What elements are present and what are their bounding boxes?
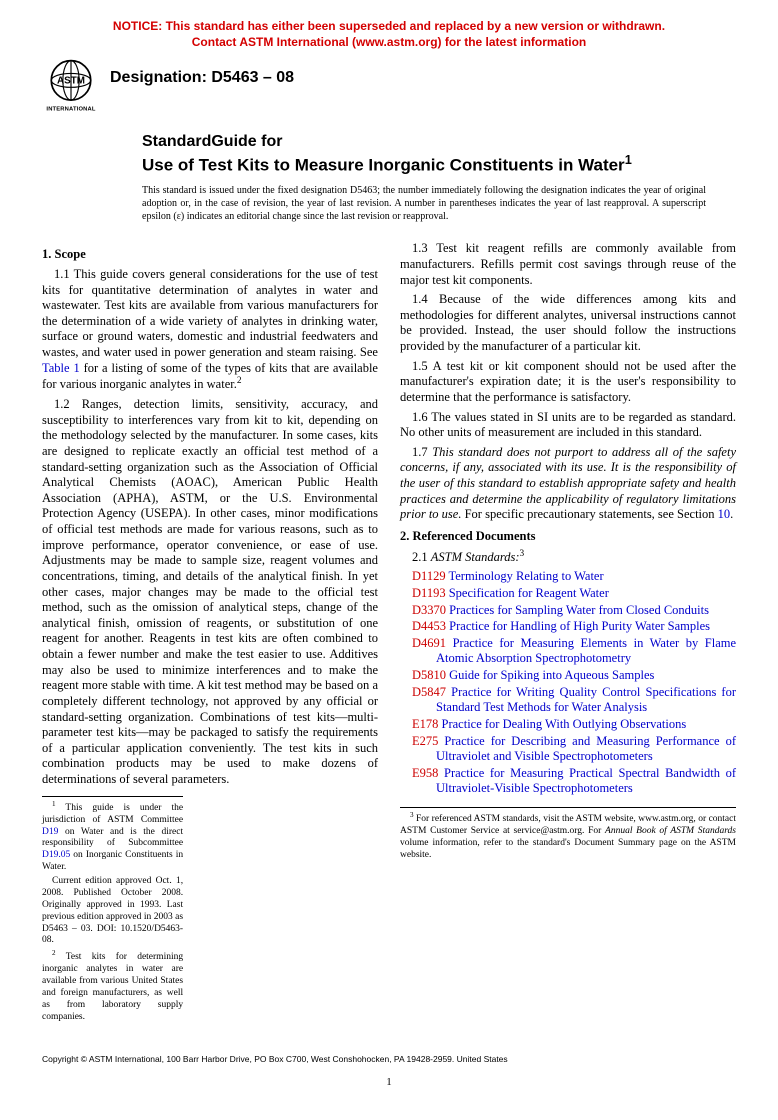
section-10-link[interactable]: 10 [718,507,731,521]
p11a: 1.1 This guide covers general considerat… [42,267,378,359]
s2-it: ASTM Standards: [431,550,520,564]
para-1-7: 1.7 This standard does not purport to ad… [400,445,736,523]
ref-code: E275 [412,734,438,748]
ref-item[interactable]: D1129 Terminology Relating to Water [412,569,736,585]
ref-title: Terminology Relating to Water [448,569,603,583]
p17c: . [730,507,733,521]
ref-code: E178 [412,717,438,731]
footnotes-left: 1 This guide is under the jurisdiction o… [42,796,183,1024]
para-1-6: 1.6 The values stated in SI units are to… [400,410,736,441]
ref-title: Practice for Measuring Practical Spectra… [436,766,736,796]
ref-title: Guide for Spiking into Aqueous Samples [449,668,654,682]
title-pretitle: StandardGuide for [142,132,736,152]
para-2-1: 2.1 ASTM Standards:3 [400,549,736,566]
ref-item[interactable]: E275 Practice for Describing and Measuri… [412,734,736,765]
body-columns: 1. Scope 1.1 This guide covers general c… [42,241,736,1025]
ref-title: Practice for Dealing With Outlying Obser… [442,717,687,731]
footnote-1-cont: Current edition approved Oct. 1, 2008. P… [42,876,183,947]
ref-item[interactable]: D4691 Practice for Measuring Elements in… [412,636,736,667]
para-1-1: 1.1 This guide covers general considerat… [42,267,378,393]
ref-title: Practices for Sampling Water from Closed… [449,603,709,617]
section-1-head: 1. Scope [42,247,378,263]
copyright-line: Copyright © ASTM International, 100 Barr… [42,1054,736,1065]
ref-code: D1193 [412,586,446,600]
ref-code: D4453 [412,619,446,633]
title-main: Use of Test Kits to Measure Inorganic Co… [142,152,736,176]
designation-label: Designation: D5463 – 08 [110,56,294,88]
astm-logo: ASTM INTERNATIONAL [42,56,100,114]
footnote-2: 2 Test kits for determining inorganic an… [42,949,183,1023]
ref-title: Specification for Reagent Water [449,586,609,600]
logo-text-2: INTERNATIONAL [46,107,95,113]
ref-item[interactable]: D4453 Practice for Handling of High Puri… [412,619,736,635]
p11b: for a listing of some of the types of ki… [42,361,378,392]
s2-num: 2.1 [412,550,431,564]
ref-title: Practice for Describing and Measuring Pe… [436,734,736,764]
p11-sup: 2 [237,376,242,386]
para-1-3: 1.3 Test kit reagent refills are commonl… [400,241,736,288]
ref-item[interactable]: E958 Practice for Measuring Practical Sp… [412,766,736,797]
ref-item[interactable]: D5847 Practice for Writing Quality Contr… [412,685,736,716]
f2: Test kits for determining inorganic anal… [42,953,183,1022]
logo-text-1: ASTM [57,76,85,87]
ref-code: E958 [412,766,438,780]
footnote-3: 3 For referenced ASTM standards, visit t… [400,811,736,862]
ref-code: D1129 [412,569,446,583]
issuance-note: This standard is issued under the fixed … [142,184,706,223]
ref-title: Practice for Handling of High Purity Wat… [449,619,710,633]
ref-code: D3370 [412,603,446,617]
table-1-link[interactable]: Table 1 [42,361,80,375]
title-sup: 1 [625,152,632,167]
f1-link2[interactable]: D19.05 [42,850,70,860]
f3b: volume information, refer to the standar… [400,838,736,860]
footnotes-right: 3 For referenced ASTM standards, visit t… [400,807,736,862]
footnote-1: 1 This guide is under the jurisdiction o… [42,800,183,874]
para-1-2: 1.2 Ranges, detection limits, sensitivit… [42,397,378,788]
p17a: 1.7 [412,445,432,459]
f1a: This guide is under the jurisdiction of … [42,803,183,825]
ref-list: D1129 Terminology Relating to Water D119… [412,569,736,797]
ref-item[interactable]: D1193 Specification for Reagent Water [412,586,736,602]
p17b: For specific precautionary statements, s… [461,507,717,521]
ref-title: Practice for Measuring Elements in Water… [436,636,736,666]
ref-item[interactable]: D3370 Practices for Sampling Water from … [412,603,736,619]
f3-it: Annual Book of ASTM Standards [605,826,736,836]
header-row: ASTM INTERNATIONAL Designation: D5463 – … [42,56,736,114]
f1-link1[interactable]: D19 [42,827,58,837]
notice-line2: Contact ASTM International (www.astm.org… [192,35,586,49]
document-page: NOTICE: This standard has either been su… [0,0,778,1120]
ref-code: D4691 [412,636,446,650]
title-block: StandardGuide for Use of Test Kits to Me… [142,132,736,176]
ref-code: D5810 [412,668,446,682]
ref-item[interactable]: E178 Practice for Dealing With Outlying … [412,717,736,733]
notice-line1: NOTICE: This standard has either been su… [113,19,665,33]
ref-code: D5847 [412,685,446,699]
page-number: 1 [42,1076,736,1090]
section-2-head: 2. Referenced Documents [400,529,736,545]
f1b: on Water and is the direct responsibilit… [42,827,183,849]
para-1-4: 1.4 Because of the wide differences amon… [400,292,736,355]
ref-title: Practice for Writing Quality Control Spe… [436,685,736,715]
s2-sup: 3 [520,549,525,559]
title-main-text: Use of Test Kits to Measure Inorganic Co… [142,156,625,175]
notice-banner: NOTICE: This standard has either been su… [42,18,736,50]
ref-item[interactable]: D5810 Guide for Spiking into Aqueous Sam… [412,668,736,684]
para-1-5: 1.5 A test kit or kit component should n… [400,359,736,406]
